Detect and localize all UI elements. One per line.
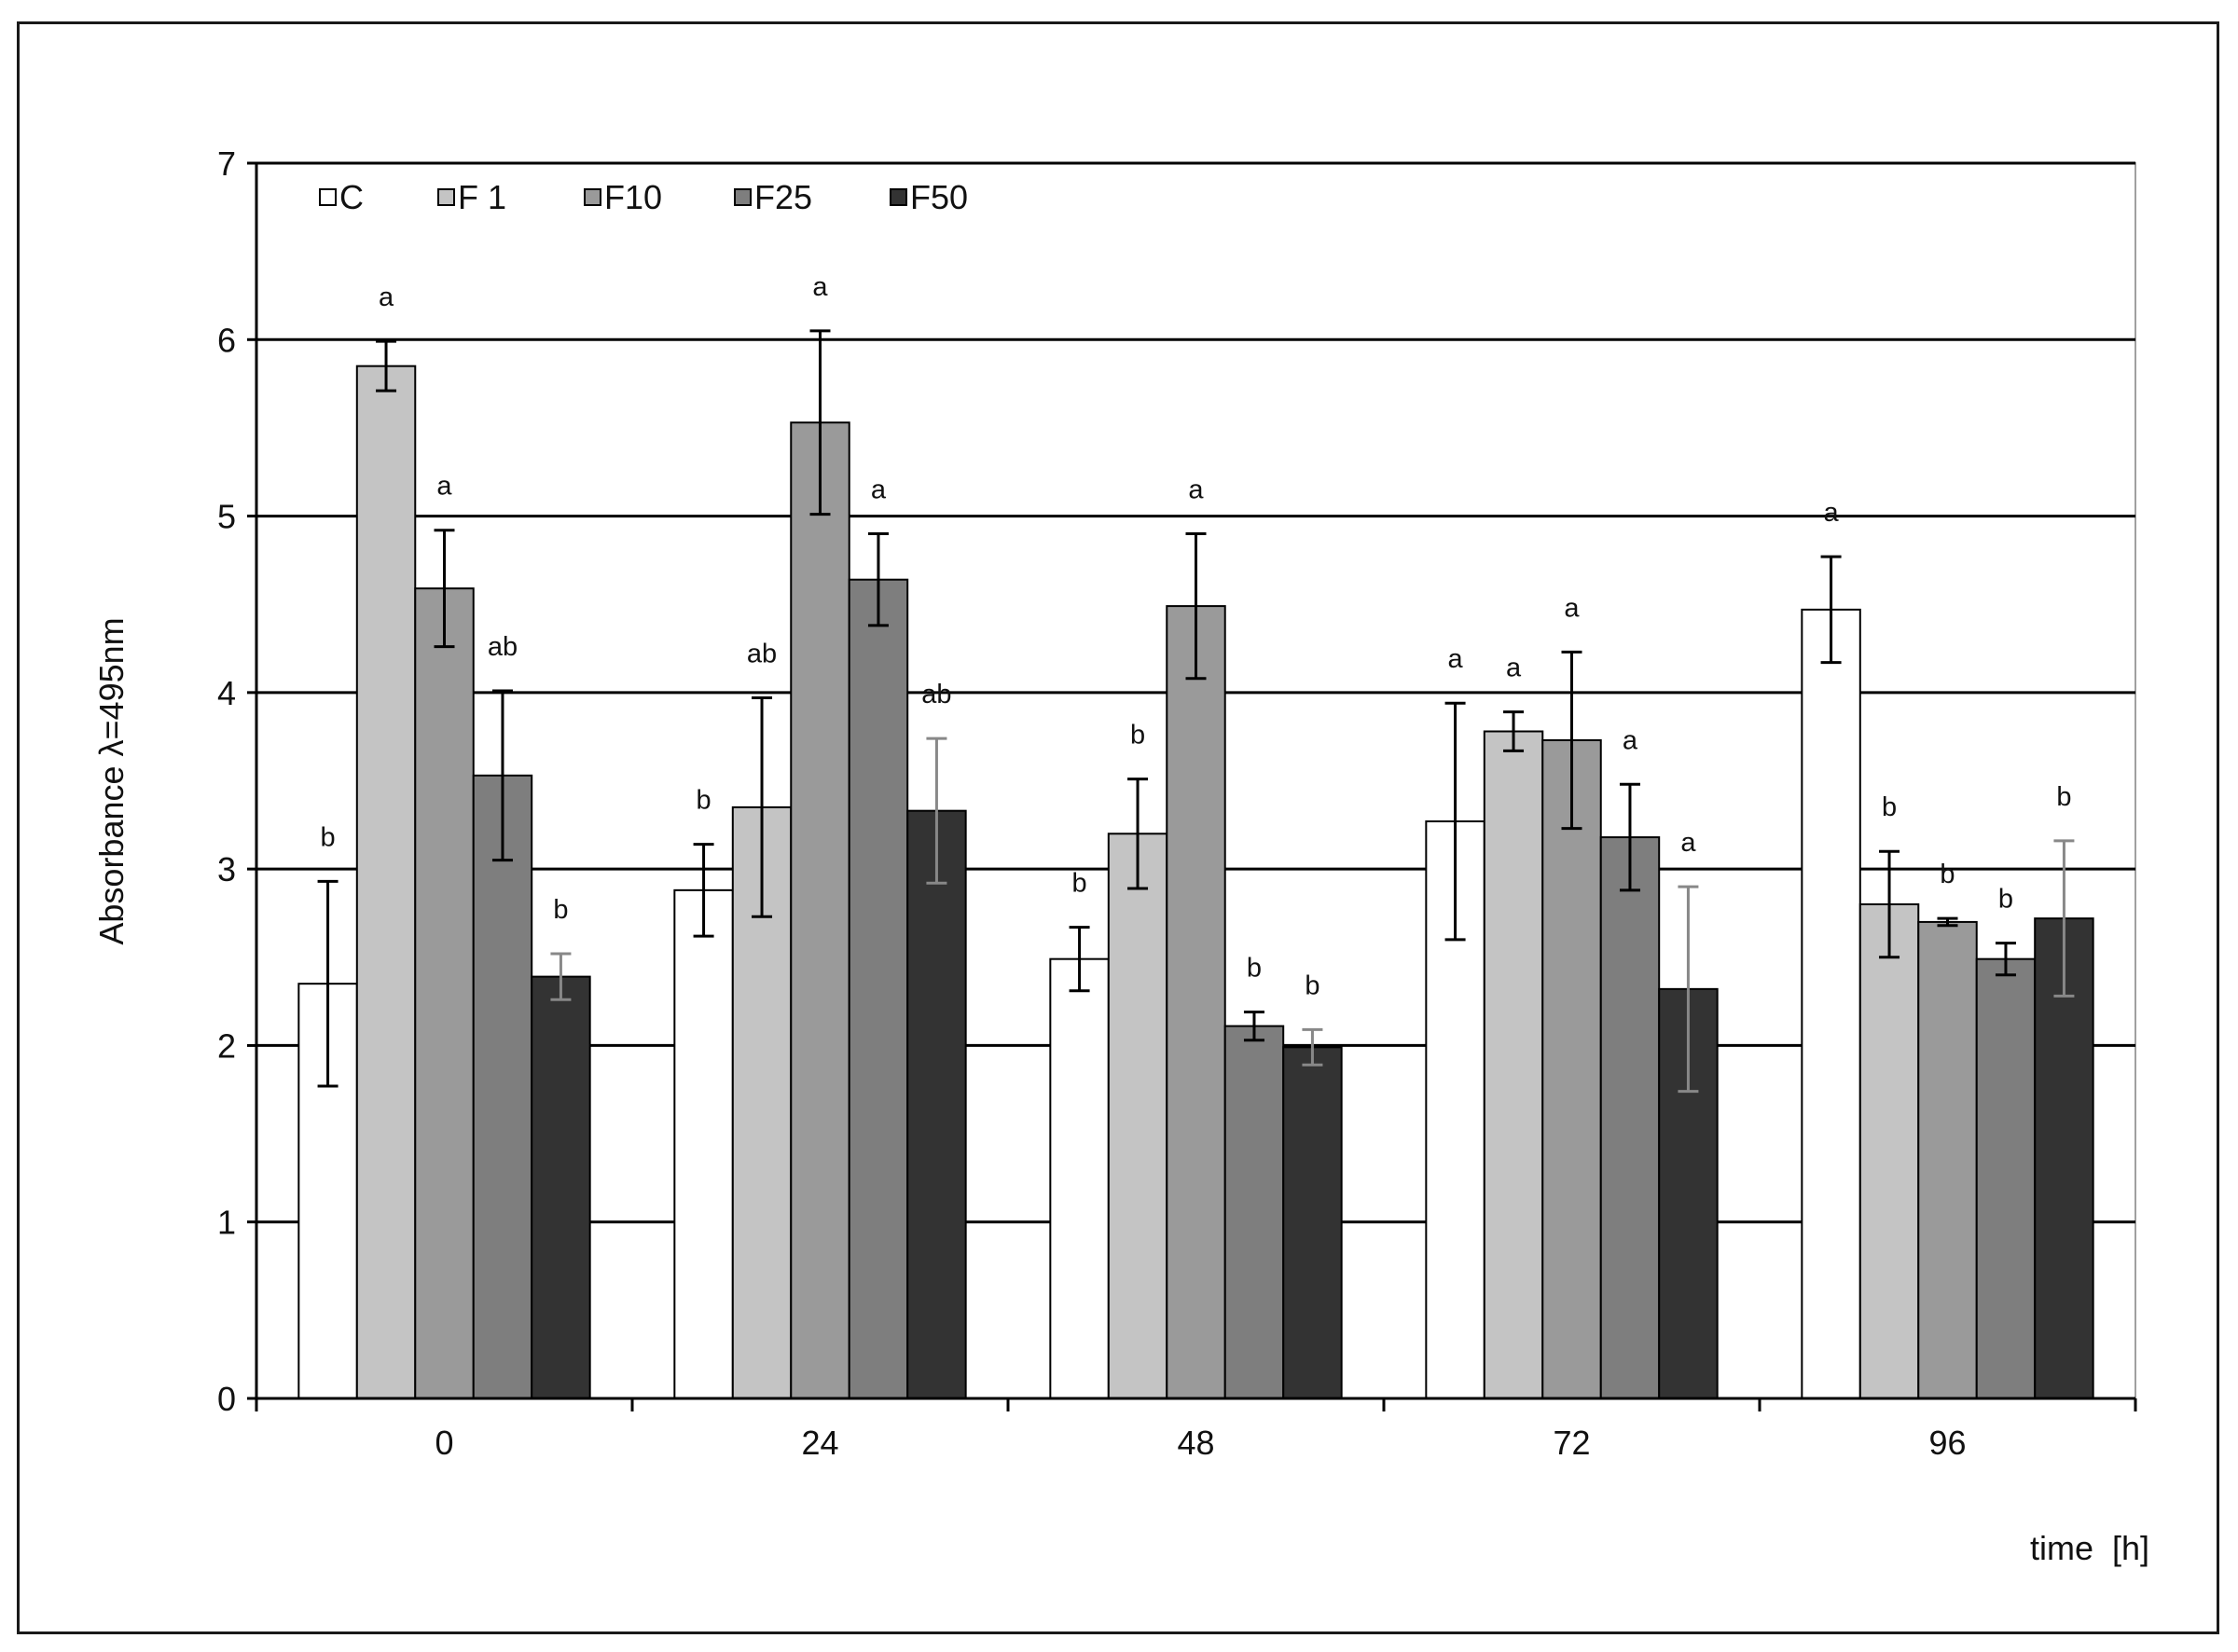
axes: 0 1 2 3 4 5 6 7 0 24 48 72 96 (217, 145, 2137, 1462)
significance-letter: b (1247, 953, 1262, 983)
y-tick-label: 0 (217, 1380, 236, 1418)
significance-letter: a (1506, 654, 1522, 683)
significance-letter: ab (488, 632, 518, 662)
bar (1858, 903, 1920, 1399)
significance-letter: b (1882, 792, 1897, 822)
x-tick-label: 48 (1177, 1424, 1214, 1462)
y-tick-label: 7 (217, 145, 236, 183)
y-tick-label: 3 (217, 850, 236, 888)
legend-swatch[interactable] (584, 188, 601, 206)
bar (1975, 957, 2037, 1400)
significance-letter: b (1305, 971, 1319, 1000)
bar (1541, 738, 1602, 1399)
bar (1282, 1046, 1343, 1399)
y-axis-label: Absorbance λ=495nm (92, 617, 131, 944)
significance-letter: a (379, 282, 394, 312)
bar (673, 888, 734, 1399)
x-tick-label: 24 (801, 1424, 838, 1462)
bars (297, 365, 2094, 1400)
bar (1599, 836, 1661, 1399)
legend-label[interactable]: C (339, 178, 364, 216)
legend-swatch[interactable] (319, 188, 337, 206)
significance-letter: b (1940, 860, 1955, 889)
x-tick-label: 96 (1928, 1424, 1966, 1462)
bar (790, 421, 850, 1399)
bar (1166, 605, 1226, 1399)
x-tick-label: 0 (435, 1424, 453, 1462)
significance-letter: a (1823, 498, 1839, 528)
error-bars (317, 329, 2075, 1094)
chart-frame (17, 21, 2219, 1634)
y-tick-label: 6 (217, 321, 236, 359)
bar (531, 975, 591, 1400)
y-tick-label: 2 (217, 1026, 236, 1065)
bar (1107, 833, 1168, 1399)
significance-letter: a (1564, 593, 1580, 623)
significance-letter: b (320, 822, 335, 852)
bar (1223, 1025, 1285, 1400)
bar (906, 809, 967, 1399)
significance-letter: a (1680, 828, 1696, 858)
significance-letter: b (553, 895, 568, 925)
y-tick-label: 1 (217, 1204, 236, 1242)
bar (1049, 957, 1110, 1400)
y-tick-label: 4 (217, 674, 236, 712)
significance-letter: b (1071, 869, 1086, 899)
significance-letter: ab (921, 680, 951, 709)
bar (355, 365, 417, 1399)
significance-letter: b (2056, 782, 2071, 812)
significance-letter: b (696, 786, 711, 816)
bar (472, 774, 533, 1399)
significance-letter: a (871, 475, 887, 505)
bar (414, 587, 475, 1399)
legend-label[interactable]: F25 (754, 178, 812, 216)
bar (1483, 730, 1544, 1399)
significance-letter: b (1998, 885, 2013, 915)
significance-letter: a (1188, 475, 1204, 505)
legend-label[interactable]: F50 (910, 178, 968, 216)
legend-swatch[interactable] (437, 188, 455, 206)
significance-letter: a (812, 272, 828, 302)
x-tick-label: 72 (1553, 1424, 1590, 1462)
significance-letter: a (1623, 725, 1638, 755)
significance-letter: b (1130, 721, 1145, 750)
y-tick-label: 5 (217, 498, 236, 536)
legend-swatch[interactable] (890, 188, 907, 206)
bar (1801, 608, 1861, 1399)
significance-letter: a (1447, 644, 1463, 674)
significance-letter: a (436, 472, 452, 502)
legend[interactable]: C F 1 F10 F25 F50 (319, 178, 968, 216)
legend-swatch[interactable] (734, 188, 752, 206)
x-axis-label: time [h] (2030, 1529, 2149, 1567)
bar (848, 578, 909, 1399)
bar (2034, 917, 2094, 1399)
significance-letter: ab (747, 640, 777, 669)
legend-label[interactable]: F 1 (458, 178, 506, 216)
legend-label[interactable]: F10 (604, 178, 662, 216)
bar (1917, 920, 1978, 1400)
